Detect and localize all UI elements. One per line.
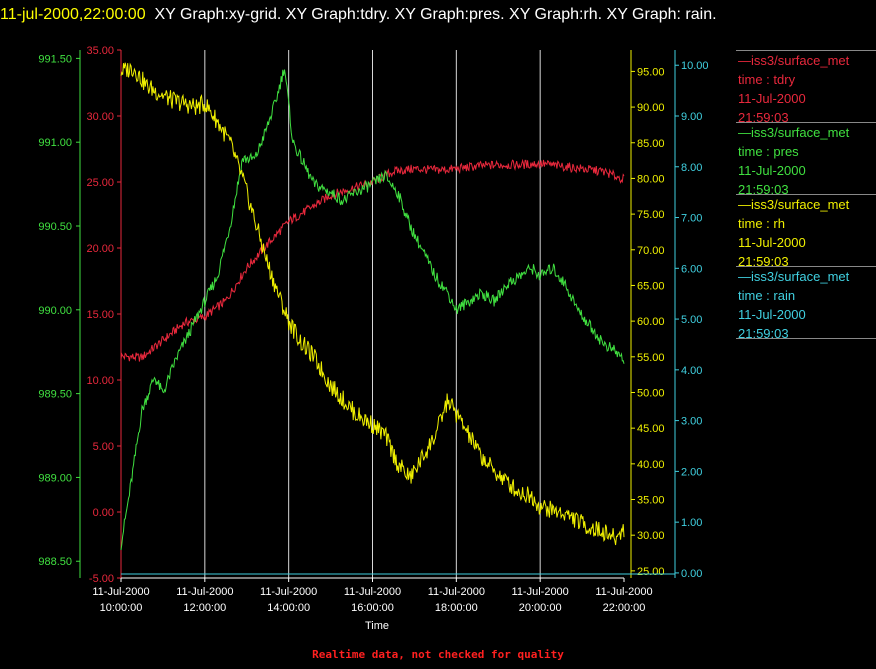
tdry-tick-label: 10.00 [86,375,114,387]
rain-tick-label: 7.00 [681,213,702,225]
legend-separator [736,338,876,339]
legend-entry-text: time : pres [738,144,799,159]
rh-tick-label: 85.00 [637,138,665,150]
time-tick-label-date: 11-Jul-2000 [428,586,485,598]
time-tick-label-date: 11-Jul-2000 [92,586,149,598]
rh-tick-label: 25.00 [637,566,665,578]
time-tick-label-time: 12:00:00 [183,602,226,614]
pres-tick-label: 989.00 [38,472,72,484]
legend-entry-text: time : rh [738,216,785,231]
rain-tick-label: 3.00 [681,416,702,428]
legend-separator [736,194,876,195]
rh-tick-label: 50.00 [637,387,665,399]
time-tick-label-time: 14:00:00 [267,602,310,614]
graph-title: 11-jul-2000,22:00:00 XY Graph:xy-grid. X… [0,3,870,27]
time-axis: 11-Jul-2000 10:00:00 11-Jul-2000 12:00:00 11… [92,577,653,614]
rh-tick-label: 30.00 [637,530,665,542]
time-tick-label-date: 11-Jul-2000 [260,586,317,598]
rain-tick-label: 5.00 [681,314,702,326]
time-tick-label-time: 16:00:00 [351,602,394,614]
legend-entry-text: 21:59:03 [738,254,789,269]
rain-tick-label: 1.00 [681,517,702,529]
pres-tick-label: 990.00 [38,305,72,317]
time-tick-label-time: 10:00:00 [100,602,143,614]
tdry-tick-label: 5.00 [93,441,114,453]
rain-tick-label: 0.00 [681,568,702,580]
legend-separator [736,122,876,123]
quality-note: Realtime data, not checked for quality [312,648,564,661]
legend-entry-text: 11-Jul-2000 [738,91,806,106]
graph-timestamp: 11-jul-2000,22:00:00 [0,6,146,23]
legend-entry-text: 11-Jul-2000 [738,235,806,250]
rh-tick-label: 65.00 [637,280,665,292]
tdry-tick-label: 20.00 [86,243,114,255]
time-tick-label-date: 11-Jul-2000 [595,586,652,598]
legend-entry-text: 11-Jul-2000 [738,163,806,178]
legend-entry-text: —iss3/surface_met [738,269,850,284]
series-rh [120,62,625,546]
rain-tick-label: 6.00 [681,263,702,275]
legend-entry-text: —iss3/surface_met [738,53,850,68]
legend-entry-text: time : tdry [738,72,796,87]
series-lines [120,62,675,575]
axes: 988.50 989.00 989.50 990.00 990.50 991.00 991.… [38,45,708,585]
tdry-tick-label: 0.00 [93,507,114,519]
rh-tick-label: 70.00 [637,245,665,257]
legend-separator [736,266,876,267]
rh-tick-label: 55.00 [637,352,665,364]
pres-tick-label: 991.50 [38,53,72,65]
series-pres [120,69,625,551]
tdry-tick-label: 30.00 [86,111,114,123]
tdry-tick-label: -5.00 [89,573,114,585]
pres-tick-label: 990.50 [38,221,72,233]
rain-tick-label: 8.00 [681,162,702,174]
pres-tick-label: 989.50 [38,389,72,401]
rh-tick-label: 45.00 [637,423,665,435]
time-tick-label-date: 11-Jul-2000 [512,586,569,598]
rh-tick-label: 35.00 [637,495,665,507]
legend-entry-text: 21:59:03 [738,182,789,197]
legend-entry-text: time : rain [738,288,796,303]
time-tick-label-time: 22:00:00 [603,602,646,614]
rh-tick-label: 75.00 [637,209,665,221]
time-tick-label-date: 11-Jul-2000 [344,586,401,598]
rh-tick-label: 80.00 [637,173,665,185]
legend-entry-text: 21:59:03 [738,326,789,341]
rain-tick-label: 10.00 [681,60,709,72]
legend-entry-text: 11-Jul-2000 [738,307,806,322]
legend-separator [736,50,876,51]
rh-tick-label: 90.00 [637,102,665,114]
rh-tick-label: 40.00 [637,459,665,471]
vertical-grid [204,50,541,578]
time-tick-label-date: 11-Jul-2000 [176,586,233,598]
time-tick-label-time: 20:00:00 [519,602,562,614]
rh-tick-label: 95.00 [637,66,665,78]
tdry-tick-label: 15.00 [86,309,114,321]
tdry-tick-label: 25.00 [86,177,114,189]
rain-tick-label: 9.00 [681,111,702,123]
time-axis-label: Time [365,620,389,632]
rh-tick-label: 60.00 [637,316,665,328]
rain-tick-label: 2.00 [681,466,702,478]
time-tick-label-time: 18:00:00 [435,602,478,614]
legend-entry-text: —iss3/surface_met [738,197,850,212]
legend-entry-text: —iss3/surface_met [738,125,850,140]
tdry-tick-label: 35.00 [86,45,114,57]
rain-tick-label: 4.00 [681,365,702,377]
pres-tick-label: 991.00 [38,137,72,149]
legend-entry-text: 21:59:03 [738,110,789,125]
pres-tick-label: 988.50 [38,556,72,568]
graph-title-text: XY Graph:xy-grid. XY Graph:tdry. XY Grap… [154,6,717,23]
